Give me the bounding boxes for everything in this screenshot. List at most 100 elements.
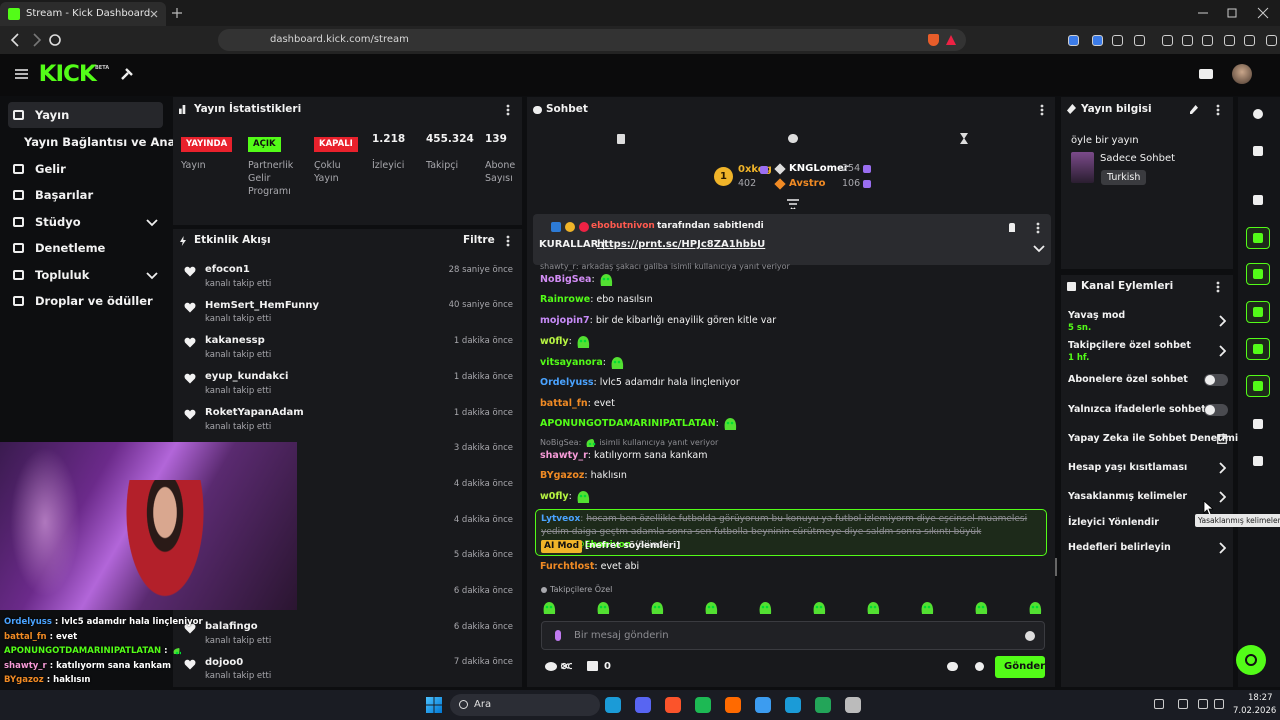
taskbar-app[interactable] bbox=[665, 697, 681, 713]
trash-icon[interactable] bbox=[617, 134, 625, 144]
taskbar-app[interactable] bbox=[695, 697, 711, 713]
extension-icon[interactable] bbox=[1202, 35, 1213, 46]
menu-icon[interactable] bbox=[1040, 104, 1044, 116]
menu-icon[interactable] bbox=[1216, 281, 1220, 293]
taskbar-app[interactable] bbox=[725, 697, 741, 713]
menu-button[interactable] bbox=[15, 69, 28, 79]
action-label[interactable]: Yapay Zeka ile Sohbet Denetimi bbox=[1068, 433, 1239, 445]
action-label[interactable]: Takipçilere özel sohbet bbox=[1068, 340, 1191, 352]
rail-icon[interactable] bbox=[1253, 419, 1263, 429]
external-icon[interactable] bbox=[1217, 434, 1227, 444]
emote-picker-item[interactable] bbox=[541, 600, 557, 616]
rail-icon[interactable] bbox=[1253, 195, 1263, 205]
extension-icon[interactable] bbox=[1134, 35, 1145, 46]
tray-icon[interactable] bbox=[1214, 699, 1224, 709]
chat-input[interactable]: Bir mesaj gönderin bbox=[541, 621, 1045, 650]
chat-user[interactable]: Furchtlost bbox=[540, 561, 595, 572]
nav-buttons[interactable] bbox=[10, 33, 62, 47]
tab-close[interactable] bbox=[150, 10, 158, 18]
extension-icon[interactable] bbox=[1244, 35, 1255, 46]
emote-picker-item[interactable] bbox=[757, 600, 773, 616]
chevron-icon[interactable] bbox=[1218, 542, 1226, 554]
action-label[interactable]: Hesap yaşı kısıtlaması bbox=[1068, 462, 1188, 474]
chat-user[interactable]: Rainrowe bbox=[540, 294, 591, 305]
edit-icon[interactable] bbox=[1190, 105, 1198, 114]
chevron-icon[interactable] bbox=[1218, 345, 1226, 357]
action-label[interactable]: Yasaklanmış kelimeler bbox=[1068, 491, 1188, 503]
chevron-icon[interactable] bbox=[1218, 462, 1226, 474]
extension-icon[interactable] bbox=[1092, 35, 1103, 46]
help-button[interactable] bbox=[1236, 645, 1266, 675]
action-label[interactable]: İzleyici Yönlendir bbox=[1068, 517, 1159, 529]
kick-logo[interactable]: KICK bbox=[38, 62, 97, 88]
action-label[interactable]: Hedefleri belirleyin bbox=[1068, 542, 1171, 554]
taskbar-app[interactable] bbox=[845, 697, 861, 713]
emote-picker-item[interactable] bbox=[811, 600, 827, 616]
nav-item[interactable]: Başarılar bbox=[35, 187, 94, 202]
nav-item[interactable]: Stüdyo bbox=[35, 214, 81, 229]
taskbar-app[interactable] bbox=[755, 697, 771, 713]
emote-picker-item[interactable] bbox=[973, 600, 989, 616]
chat-bubble-btn[interactable] bbox=[947, 662, 958, 671]
chat-user[interactable]: APONUNGOTDAMARINIPATLATAN bbox=[540, 418, 716, 429]
chat-user[interactable]: battal_fn bbox=[540, 398, 588, 409]
chevron-icon[interactable] bbox=[1033, 245, 1045, 253]
taskbar-app[interactable] bbox=[635, 697, 651, 713]
menu-icon[interactable] bbox=[506, 104, 510, 116]
extension-icon[interactable] bbox=[1182, 35, 1193, 46]
chat-user[interactable]: mojopin7 bbox=[540, 315, 590, 326]
chevron-icon[interactable] bbox=[146, 272, 158, 280]
extension-icon[interactable] bbox=[1112, 35, 1123, 46]
pin-icon[interactable] bbox=[1009, 223, 1015, 232]
rail-icon[interactable] bbox=[1253, 146, 1263, 156]
extension-icon[interactable] bbox=[1162, 35, 1173, 46]
creator-icon[interactable] bbox=[1199, 69, 1213, 79]
send-button[interactable]: Gönder bbox=[995, 656, 1045, 678]
chat-user[interactable]: BYgazoz bbox=[540, 470, 585, 481]
extension-icon[interactable] bbox=[1266, 35, 1277, 46]
emote-picker-item[interactable] bbox=[865, 600, 881, 616]
hourglass-icon[interactable] bbox=[960, 133, 968, 144]
chat-user[interactable]: Ordelyuss bbox=[540, 377, 594, 388]
action-label[interactable]: Abonelere özel sohbet bbox=[1068, 374, 1188, 386]
action-label[interactable]: Yavaş mod bbox=[1068, 310, 1126, 322]
emote-picker-item[interactable] bbox=[1027, 600, 1043, 616]
new-tab[interactable] bbox=[172, 8, 182, 18]
emote-picker-item[interactable] bbox=[595, 600, 611, 616]
menu-icon[interactable] bbox=[1036, 222, 1040, 234]
bubble-icon[interactable] bbox=[788, 134, 798, 143]
chevron-icon[interactable] bbox=[146, 219, 158, 227]
nav-item[interactable]: Droplar ve ödüller bbox=[35, 293, 153, 308]
taskbar-app[interactable] bbox=[815, 697, 831, 713]
extension-icon[interactable] bbox=[1068, 35, 1079, 46]
rail-icon[interactable] bbox=[1253, 109, 1263, 119]
pinned-link[interactable]: https://prnt.sc/HPJc8ZA1hbbU bbox=[597, 238, 766, 250]
emoji-icon[interactable] bbox=[1025, 631, 1035, 641]
gear-btn[interactable] bbox=[975, 662, 984, 671]
chevron-icon[interactable] bbox=[1218, 315, 1226, 327]
tray-icon[interactable] bbox=[1198, 699, 1208, 709]
tray-icon[interactable] bbox=[1178, 699, 1188, 709]
emote-picker-item[interactable] bbox=[649, 600, 665, 616]
chat-user[interactable]: w0fly bbox=[540, 336, 569, 347]
chat-user[interactable]: vitsayanora bbox=[540, 357, 603, 368]
store-icon[interactable] bbox=[587, 661, 598, 671]
chevron-icon[interactable] bbox=[1218, 491, 1226, 503]
toggle[interactable] bbox=[1204, 374, 1228, 386]
rail-icon[interactable] bbox=[1253, 456, 1263, 466]
extension-icon[interactable] bbox=[1224, 35, 1235, 46]
toggle[interactable] bbox=[1204, 404, 1228, 416]
emote-picker-item[interactable] bbox=[919, 600, 935, 616]
browser-tab[interactable]: Stream - Kick Dashboard bbox=[0, 2, 166, 26]
menu-icon[interactable] bbox=[506, 235, 510, 247]
avatar[interactable] bbox=[1232, 64, 1252, 84]
nav-item[interactable]: Yayın bbox=[35, 107, 70, 122]
address-bar[interactable]: dashboard.kick.com/stream bbox=[218, 29, 966, 51]
chat-user[interactable]: w0fly bbox=[540, 491, 569, 502]
nav-item[interactable]: Yayın Bağlantısı ve Anahtarı bbox=[24, 134, 207, 149]
taskbar-app[interactable] bbox=[785, 697, 801, 713]
tools-icon[interactable] bbox=[120, 67, 134, 81]
nav-item[interactable]: Gelir bbox=[35, 161, 66, 176]
tray-icon[interactable] bbox=[1154, 699, 1164, 709]
taskbar-search[interactable]: Ara bbox=[450, 694, 600, 716]
